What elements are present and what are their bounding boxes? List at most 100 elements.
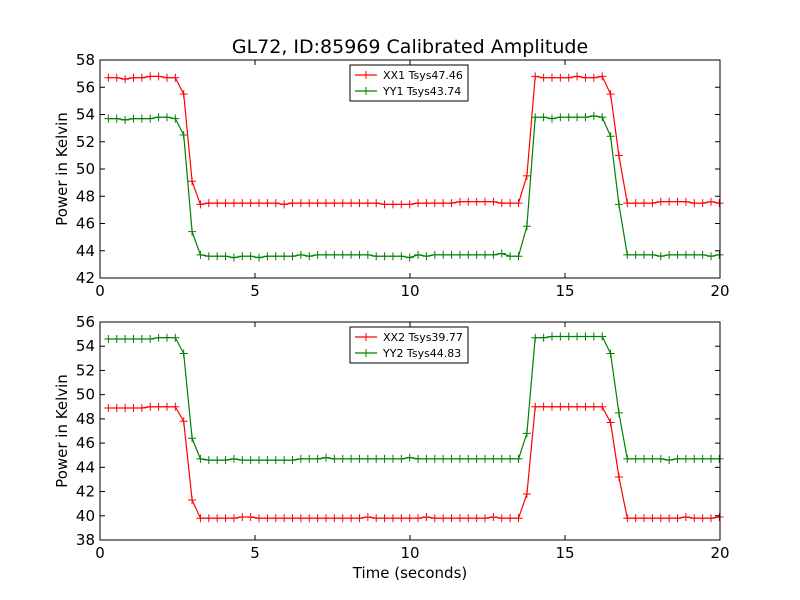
x-tick-label: 5 — [250, 544, 260, 562]
data-point — [707, 454, 716, 463]
data-point — [447, 454, 456, 463]
data-point — [681, 512, 690, 521]
y-tick-label: 54 — [76, 106, 95, 124]
data-point — [455, 514, 464, 523]
data-point — [564, 73, 573, 82]
data-point — [129, 334, 138, 343]
data-point — [179, 90, 188, 99]
data-point — [623, 514, 632, 523]
data-point — [129, 73, 138, 82]
data-point — [439, 454, 448, 463]
data-point — [556, 73, 565, 82]
data-point — [640, 454, 649, 463]
data-point — [481, 250, 490, 259]
data-point — [640, 199, 649, 208]
data-point — [606, 132, 615, 141]
data-point — [522, 171, 531, 180]
y-tick-label: 46 — [76, 215, 95, 233]
data-point — [481, 454, 490, 463]
data-point — [522, 222, 531, 231]
legend: XX1 Tsys47.46 YY1 Tsys43.74 — [349, 64, 469, 102]
data-point — [614, 200, 623, 209]
data-point — [321, 250, 330, 259]
data-point — [321, 199, 330, 208]
data-point — [221, 252, 230, 261]
y-tick-label: 52 — [76, 133, 95, 151]
data-point — [506, 514, 515, 523]
data-point — [146, 402, 155, 411]
data-point — [188, 177, 197, 186]
data-point — [363, 199, 372, 208]
data-point — [573, 72, 582, 81]
data-point — [229, 454, 238, 463]
data-point — [255, 514, 264, 523]
data-point — [288, 199, 297, 208]
data-point — [598, 113, 607, 122]
data-point — [204, 514, 213, 523]
plot-panel-1: 0 5 10 15 20 42 44 46 48 50 52 54 56 58 Power in Kelvi… — [53, 51, 730, 300]
plot-panel-2: 0 5 10 15 20 38 40 42 44 46 48 50 52 54 56 Power in Kel… — [53, 313, 730, 582]
data-point — [129, 114, 138, 123]
data-point — [338, 250, 347, 259]
data-point — [171, 402, 180, 411]
data-point — [539, 402, 548, 411]
y-tick-label: 58 — [76, 51, 95, 69]
data-point — [313, 454, 322, 463]
data-point — [330, 250, 339, 259]
data-point — [380, 514, 389, 523]
data-point — [547, 402, 556, 411]
x-tick-label: 0 — [95, 282, 105, 300]
data-point — [263, 456, 272, 465]
legend-marker — [362, 87, 370, 95]
data-point — [690, 514, 699, 523]
data-point — [414, 454, 423, 463]
legend-marker — [362, 349, 370, 357]
data-point — [338, 199, 347, 208]
data-point — [606, 90, 615, 99]
data-point — [539, 73, 548, 82]
data-point — [414, 514, 423, 523]
data-point — [104, 114, 113, 123]
chart-title: GL72, ID:85969 Calibrated Amplitude — [232, 36, 588, 58]
series-line-1-2 — [108, 115, 720, 259]
data-point — [631, 199, 640, 208]
data-point — [648, 250, 657, 259]
data-point — [506, 252, 515, 261]
data-point — [623, 454, 632, 463]
data-point — [556, 332, 565, 341]
data-point — [162, 402, 171, 411]
data-point — [263, 199, 272, 208]
y-tick-label: 50 — [76, 386, 95, 404]
data-point — [296, 514, 305, 523]
data-point — [573, 402, 582, 411]
data-point — [221, 514, 230, 523]
y-axis-label: Power in Kelvin — [53, 374, 71, 488]
data-point — [104, 73, 113, 82]
data-point — [146, 72, 155, 81]
y-tick-label: 50 — [76, 160, 95, 178]
data-point — [330, 199, 339, 208]
data-point — [707, 197, 716, 206]
y-tick-label: 40 — [76, 507, 95, 525]
data-point — [330, 454, 339, 463]
legend-box — [349, 326, 469, 364]
data-point — [472, 197, 481, 206]
data-point — [271, 514, 280, 523]
y-tick-label: 48 — [76, 410, 95, 428]
data-point — [539, 113, 548, 122]
data-point — [614, 473, 623, 482]
data-point — [707, 252, 716, 261]
data-point — [213, 514, 222, 523]
data-point — [455, 250, 464, 259]
data-point — [589, 73, 598, 82]
data-point — [598, 72, 607, 81]
data-point — [606, 349, 615, 358]
data-point — [489, 512, 498, 521]
data-point — [221, 199, 230, 208]
y-tick-label: 42 — [76, 269, 95, 287]
data-point — [573, 113, 582, 122]
data-point — [388, 454, 397, 463]
data-point — [246, 456, 255, 465]
data-point — [506, 454, 515, 463]
data-point — [656, 454, 665, 463]
